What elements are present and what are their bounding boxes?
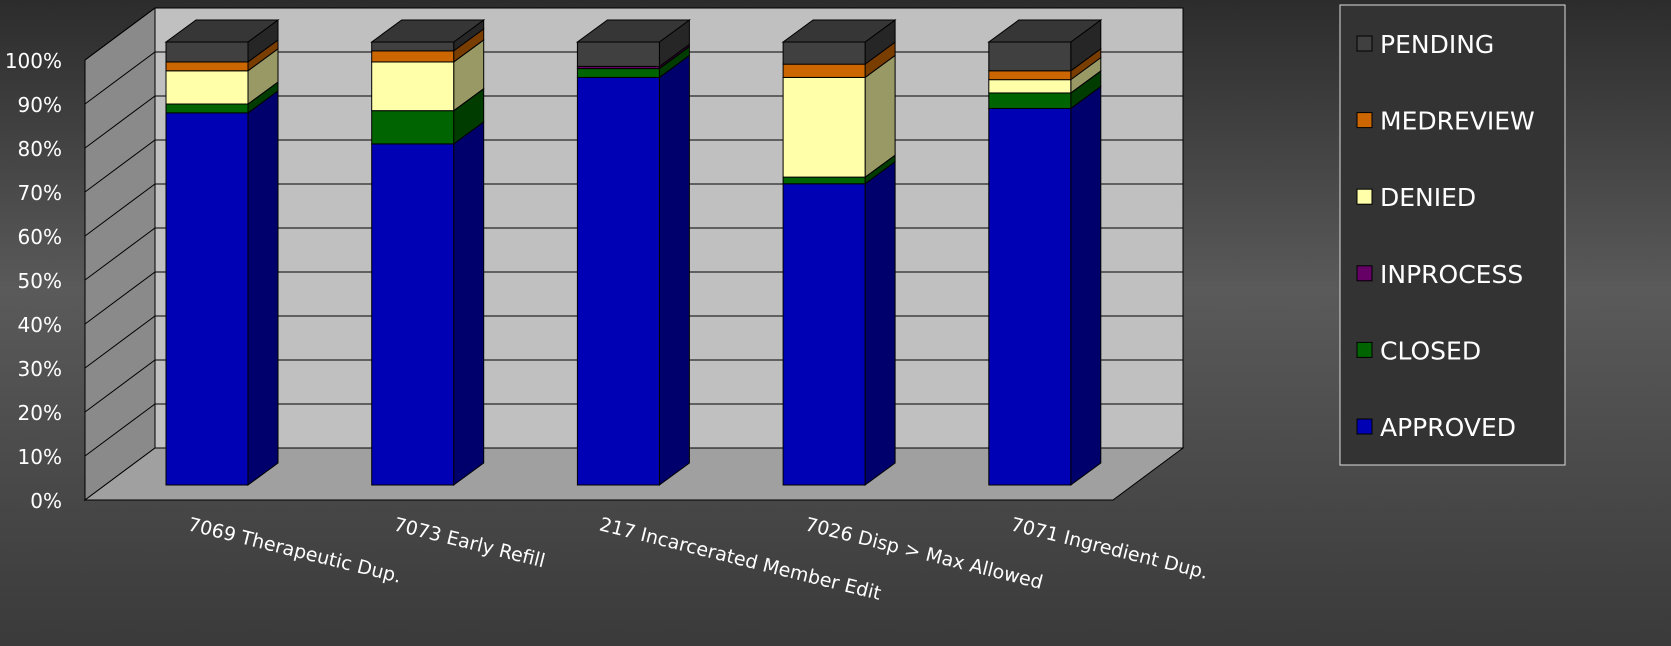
bar-top xyxy=(575,19,691,43)
legend-label: MEDREVIEW xyxy=(1380,107,1535,136)
bar-segment xyxy=(988,79,1072,94)
bar-segment xyxy=(576,76,660,486)
legend-swatch xyxy=(1356,418,1373,435)
legend xyxy=(1339,4,1566,466)
bar-side xyxy=(658,54,690,486)
bar-segment xyxy=(165,41,249,63)
legend-label: DENIED xyxy=(1380,183,1476,212)
legend-swatch xyxy=(1356,35,1373,52)
bar-segment xyxy=(782,183,866,486)
bar-top xyxy=(370,19,486,43)
legend-label: CLOSED xyxy=(1380,336,1481,365)
bar-segment xyxy=(165,61,249,72)
y-tick-label: 70% xyxy=(18,181,62,205)
bar-side xyxy=(247,89,279,486)
bar-segment xyxy=(988,41,1072,72)
y-tick-label: 40% xyxy=(18,313,62,337)
bar-segment xyxy=(371,41,455,52)
bar-segment xyxy=(371,143,455,486)
legend-label: INPROCESS xyxy=(1380,260,1523,289)
bar-segment xyxy=(782,76,866,178)
bar-segment xyxy=(988,107,1072,486)
bar-segment xyxy=(371,50,455,63)
bar-segment xyxy=(988,92,1072,109)
bar-segment xyxy=(165,103,249,114)
x-tick-label: 7069 Therapeutic Dup. xyxy=(186,514,404,588)
bar-segment xyxy=(165,112,249,486)
legend-swatch xyxy=(1356,265,1373,282)
y-tick-label: 50% xyxy=(18,269,62,293)
legend-swatch xyxy=(1356,188,1373,205)
grid-line xyxy=(84,7,1183,61)
bar-segment xyxy=(988,70,1072,81)
y-tick-label: 20% xyxy=(18,401,62,425)
bar-segment xyxy=(782,176,866,185)
x-tick-label: 7073 Early Refill xyxy=(391,514,547,573)
legend-swatch xyxy=(1356,112,1373,129)
y-tick-label: 10% xyxy=(18,445,62,469)
y-tick-label: 100% xyxy=(5,49,62,73)
bar-top xyxy=(781,19,897,43)
y-tick-label: 30% xyxy=(18,357,62,381)
bar-segment xyxy=(782,63,866,78)
bar-segment xyxy=(371,61,455,112)
bar-segment xyxy=(576,41,660,67)
bar-top xyxy=(987,19,1103,43)
bar-segment xyxy=(576,68,660,78)
legend-swatch xyxy=(1356,341,1373,358)
bar-segment xyxy=(371,110,455,145)
y-tick-label: 60% xyxy=(18,225,62,249)
bar-top xyxy=(164,19,280,43)
legend-label: APPROVED xyxy=(1380,413,1516,442)
bar-side xyxy=(864,160,896,486)
bar-side xyxy=(1070,85,1102,486)
bar-side xyxy=(453,120,485,486)
y-tick-label: 90% xyxy=(18,93,62,117)
bar-segment xyxy=(782,41,866,65)
bar-segment xyxy=(165,70,249,105)
y-tick-label: 0% xyxy=(30,489,62,513)
y-tick-label: 80% xyxy=(18,137,62,161)
legend-label: PENDING xyxy=(1380,30,1494,59)
